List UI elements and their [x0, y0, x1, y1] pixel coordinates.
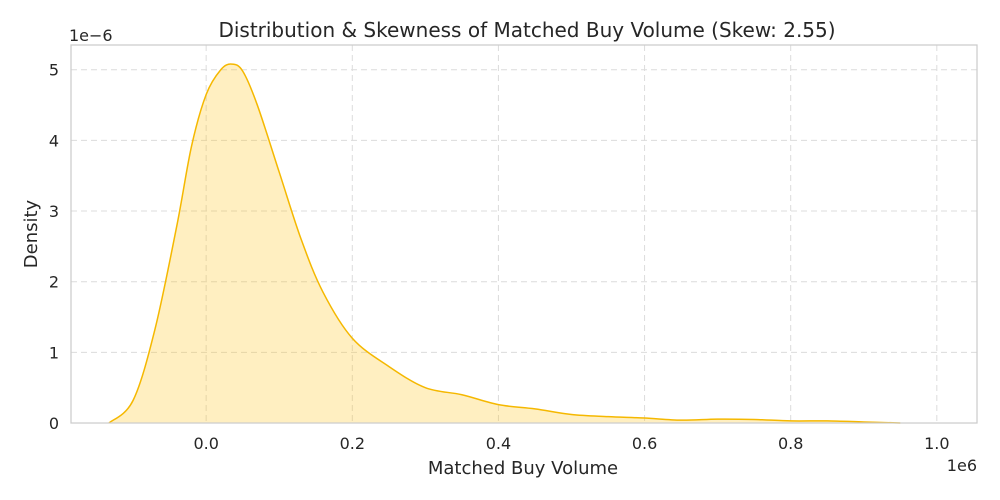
density-area [108, 64, 901, 424]
x-tick-label: 0.6 [632, 434, 657, 453]
x-tick-label: 0.0 [193, 434, 218, 453]
y-axis-offset-text: 1e−6 [69, 26, 113, 45]
x-axis-ticks: 0.0 0.2 0.4 0.6 0.8 1.0 [193, 434, 949, 453]
plot-frame [70, 44, 978, 424]
grid [71, 45, 977, 423]
x-axis-offset-text: 1e6 [947, 456, 977, 475]
y-tick-label: 4 [49, 131, 59, 150]
x-tick-label: 1.0 [924, 434, 949, 453]
y-axis-label: Density [21, 199, 42, 268]
y-tick-label: 2 [49, 273, 59, 292]
density-line [108, 63, 901, 424]
x-axis-label: Matched Buy Volume [428, 458, 618, 479]
y-tick-label: 0 [49, 414, 59, 433]
x-tick-label: 0.8 [778, 434, 803, 453]
y-tick-label: 5 [49, 61, 59, 80]
x-tick-label: 0.2 [340, 434, 365, 453]
y-tick-label: 1 [49, 343, 59, 362]
y-axis-ticks: 0 1 2 3 4 5 [49, 61, 59, 433]
y-tick-label: 3 [49, 202, 59, 221]
x-tick-label: 0.4 [486, 434, 511, 453]
chart-title: Distribution & Skewness of Matched Buy V… [218, 18, 835, 42]
